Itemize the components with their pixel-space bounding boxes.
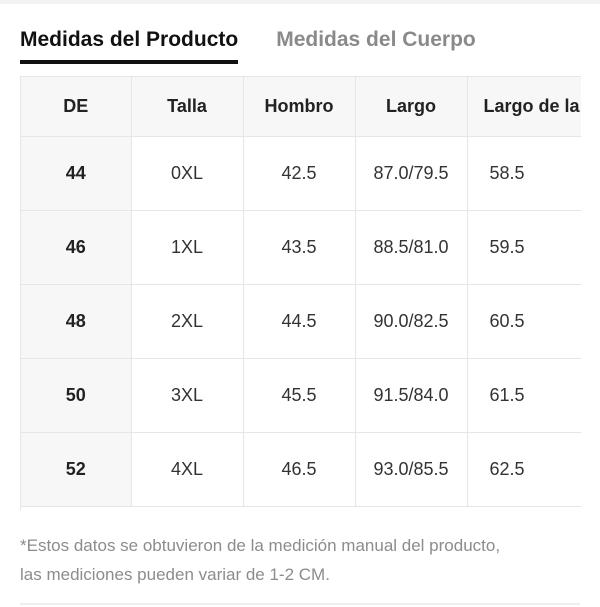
cell-largo: 87.0/79.5 <box>355 136 468 211</box>
cell-hombro: 42.5 <box>243 136 356 211</box>
cell-de: 48 <box>21 284 132 359</box>
header-largo-de-la: Largo de la <box>467 77 581 137</box>
bottom-divider <box>20 603 580 605</box>
table-row: 44 0XL 42.5 87.0/79.5 58.5 <box>21 136 581 211</box>
size-table: DE Talla Hombro Largo Largo de la 44 0XL… <box>21 77 581 507</box>
disclaimer-line: *Estos datos se obtuvieron de la medició… <box>20 536 501 555</box>
cell-largo: 93.0/85.5 <box>355 432 468 507</box>
header-hombro: Hombro <box>243 77 356 137</box>
measurement-disclaimer: *Estos datos se obtuvieron de la medició… <box>20 531 580 589</box>
cell-talla: 2XL <box>131 284 244 359</box>
cell-largo-de-la: 59.5 <box>467 210 581 285</box>
cell-hombro: 45.5 <box>243 358 356 433</box>
table-row: 48 2XL 44.5 90.0/82.5 60.5 <box>21 284 581 359</box>
tab-product-measurements[interactable]: Medidas del Producto <box>20 24 239 64</box>
cell-talla: 1XL <box>131 210 244 285</box>
measurement-tabs: Medidas del Producto Medidas del Cuerpo <box>20 24 476 64</box>
cell-largo: 90.0/82.5 <box>355 284 468 359</box>
cell-hombro: 46.5 <box>243 432 356 507</box>
cell-largo: 91.5/84.0 <box>355 358 468 433</box>
tab-body-measurements[interactable]: Medidas del Cuerpo <box>276 28 476 51</box>
header-largo: Largo <box>355 77 468 137</box>
cell-de: 46 <box>21 210 132 285</box>
table-row: 52 4XL 46.5 93.0/85.5 62.5 <box>21 432 581 507</box>
cell-talla: 3XL <box>131 358 244 433</box>
table-header-row: DE Talla Hombro Largo Largo de la <box>21 77 581 137</box>
cell-largo: 88.5/81.0 <box>355 210 468 285</box>
header-talla: Talla <box>131 77 244 137</box>
cell-largo-de-la: 62.5 <box>467 432 581 507</box>
cell-talla: 0XL <box>131 136 244 211</box>
cell-hombro: 43.5 <box>243 210 356 285</box>
cell-largo-de-la: 58.5 <box>467 136 581 211</box>
cell-largo-de-la: 61.5 <box>467 358 581 433</box>
cell-talla: 4XL <box>131 432 244 507</box>
top-divider <box>0 0 600 4</box>
disclaimer-line: las mediciones pueden variar de 1-2 CM. <box>20 565 330 584</box>
cell-de: 50 <box>21 358 132 433</box>
size-table-scroll[interactable]: DE Talla Hombro Largo Largo de la 44 0XL… <box>20 76 581 511</box>
table-row: 50 3XL 45.5 91.5/84.0 61.5 <box>21 358 581 433</box>
table-row: 46 1XL 43.5 88.5/81.0 59.5 <box>21 210 581 285</box>
cell-de: 44 <box>21 136 132 211</box>
cell-largo-de-la: 60.5 <box>467 284 581 359</box>
header-de: DE <box>21 77 132 137</box>
cell-de: 52 <box>21 432 132 507</box>
cell-hombro: 44.5 <box>243 284 356 359</box>
